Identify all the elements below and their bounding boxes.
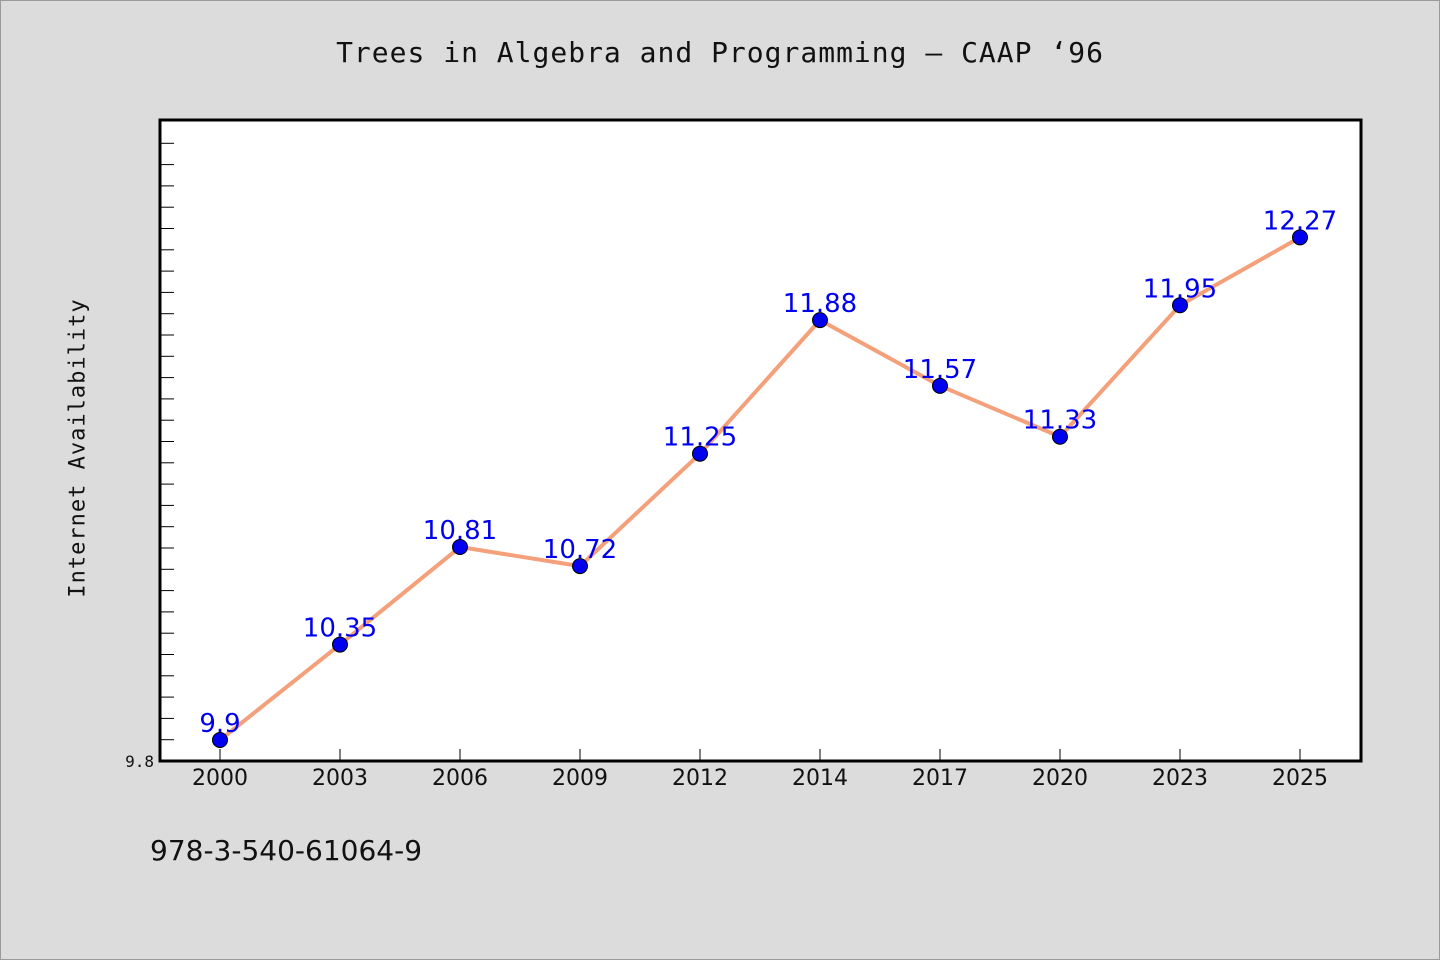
x-tick-label: 2006 (432, 766, 488, 791)
series-line (218, 235, 1301, 742)
x-tick-label: 2012 (672, 766, 728, 791)
x-tick-label: 2003 (312, 766, 368, 791)
x-tick-label: 2009 (552, 766, 608, 791)
y-axis-ticks: 9.8 (125, 142, 174, 771)
data-label: 11.25 (663, 423, 737, 453)
data-label: 9.9 (199, 709, 240, 739)
x-tick-label: 2000 (192, 766, 248, 791)
data-label: 11.57 (903, 355, 977, 385)
data-label: 10.35 (303, 614, 377, 644)
x-tick-label: 2025 (1272, 766, 1328, 791)
isbn-text: 978-3-540-61064-9 (150, 834, 423, 867)
data-point (1172, 297, 1188, 314)
x-tick-label: 2023 (1152, 766, 1208, 791)
y-tick-label: 9.8 (125, 752, 154, 771)
data-label: 11.88 (783, 289, 857, 319)
data-label: 10.72 (543, 535, 617, 565)
data-point (692, 445, 708, 462)
series-group: 9.9 10.35 10.81 10.72 11.25 11.88 11.57 11.33 11… (199, 206, 1337, 748)
data-point (332, 636, 348, 653)
x-tick-label: 2017 (912, 766, 968, 791)
data-point (1052, 428, 1068, 445)
data-point (212, 732, 228, 748)
data-point (812, 312, 828, 329)
data-point (572, 558, 588, 575)
x-tick-label: 2014 (792, 766, 848, 791)
data-point (452, 539, 468, 556)
data-label: 11.33 (1023, 406, 1097, 436)
x-tick-label: 2020 (1032, 766, 1088, 791)
data-label: 10.81 (423, 516, 497, 546)
x-axis-ticks: 2000 2003 2006 2009 2012 2014 2017 2020 2023 2025 (192, 749, 1328, 791)
plot-area (158, 118, 1363, 763)
chart-title: Trees in Algebra and Programming – CAAP … (336, 36, 1104, 69)
data-label: 12.27 (1263, 206, 1337, 236)
data-label: 11.95 (1143, 274, 1217, 304)
data-point (1292, 229, 1308, 246)
data-point (932, 377, 948, 394)
